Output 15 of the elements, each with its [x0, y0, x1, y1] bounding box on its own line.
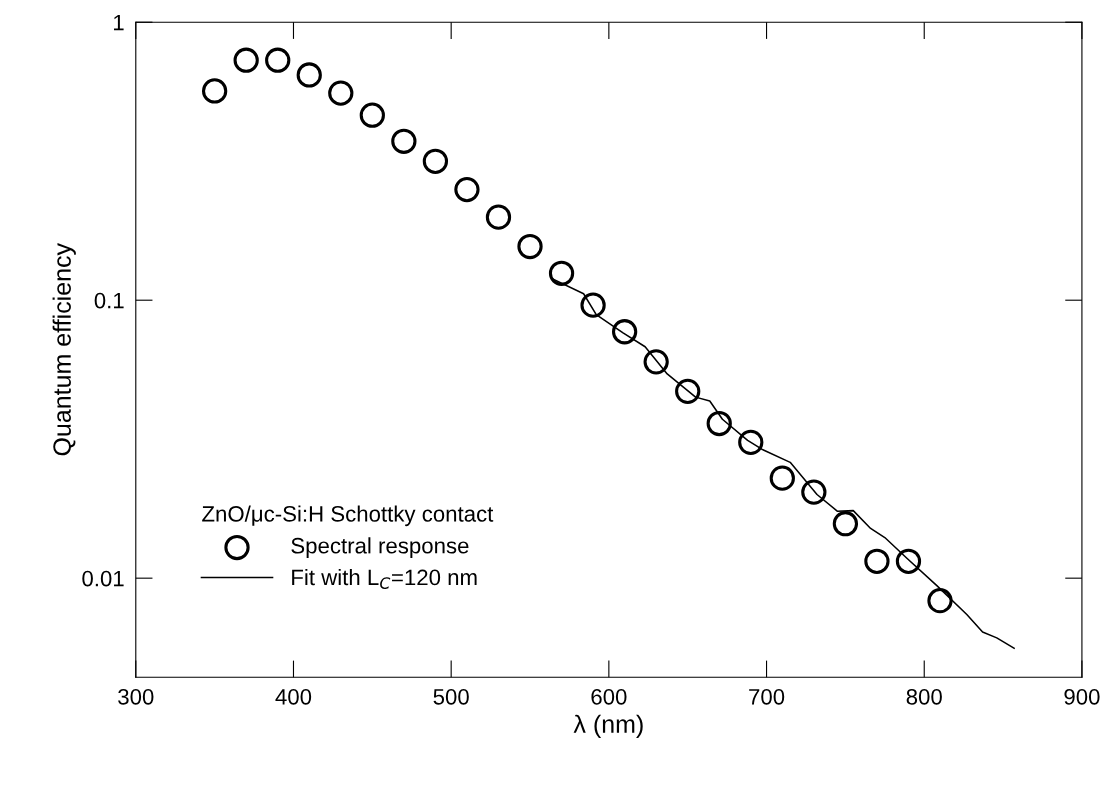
legend-label: Spectral response	[291, 537, 469, 558]
x-tick-label: 500	[433, 688, 469, 705]
y-tick-label: 0.01	[82, 570, 124, 587]
y-tick-label: 1	[114, 15, 124, 31]
x-tick-label: 600	[591, 688, 627, 705]
legend-title: ZnO/μc-Si:H Schottky contact	[202, 505, 494, 527]
x-tick-label: 300	[118, 688, 154, 705]
x-tick-label: 800	[906, 688, 942, 705]
x-axis-title: λ (nm)	[573, 714, 643, 738]
legend-label: Fit with L$_{C}$=120 nm	[292, 568, 477, 589]
x-tick-label: 700	[749, 688, 785, 705]
x-tick-label: 900	[1064, 688, 1100, 705]
y-tick-label: 0.1	[94, 292, 124, 309]
x-tick-label: 400	[275, 688, 312, 705]
y-axis-title: Quantum efficiency	[52, 243, 76, 456]
